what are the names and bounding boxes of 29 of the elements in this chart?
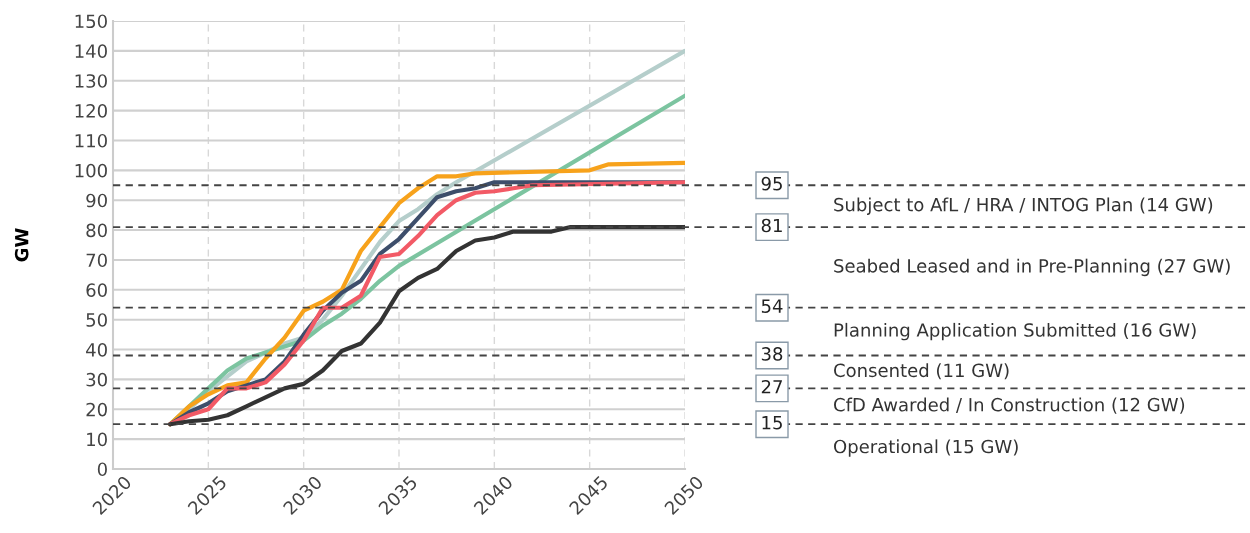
y-tick-label: 20 <box>86 402 107 417</box>
ref-line-label: 15 <box>762 416 782 430</box>
text: Consented (11 GW) <box>834 363 1009 380</box>
y-tick-label: 70 <box>86 253 107 268</box>
y-tick-label: 10 <box>87 432 107 447</box>
ref-line-label: 38 <box>761 347 783 361</box>
text: Operational (15 GW) <box>834 439 1018 457</box>
y-tick-label: 50 <box>86 313 107 327</box>
y-axis-title: GW <box>14 228 29 262</box>
y-tick-label: 60 <box>86 283 107 297</box>
ref-line-label: 81 <box>761 218 782 233</box>
y-tick-label: 40 <box>86 342 107 357</box>
y-tick-label: 150 <box>75 14 107 29</box>
text: Seabed Leased and in Pre-Planning (27 GW) <box>834 258 1230 277</box>
text: CfD Awarded / In Construction (12 GW) <box>834 397 1185 414</box>
y-tick-label: 90 <box>86 193 107 208</box>
y-tick-label: 120 <box>75 104 107 118</box>
text: Subject to AfL / HRA / INTOG Plan (14 GW) <box>834 197 1213 215</box>
y-tick-label: 80 <box>86 223 107 238</box>
ref-line-label: 27 <box>761 379 782 394</box>
ref-line-label: 54 <box>761 299 783 313</box>
ref-line-label: 95 <box>761 176 782 191</box>
y-tick-label: 0 <box>97 462 107 477</box>
y-tick-label: 140 <box>75 44 107 58</box>
text: Planning Application Submitted (16 GW) <box>834 322 1196 341</box>
y-tick-label: 30 <box>86 372 107 387</box>
y-tick-label: 100 <box>75 163 107 178</box>
y-tick-label: 130 <box>75 74 107 88</box>
y-tick-label: 110 <box>75 133 107 148</box>
